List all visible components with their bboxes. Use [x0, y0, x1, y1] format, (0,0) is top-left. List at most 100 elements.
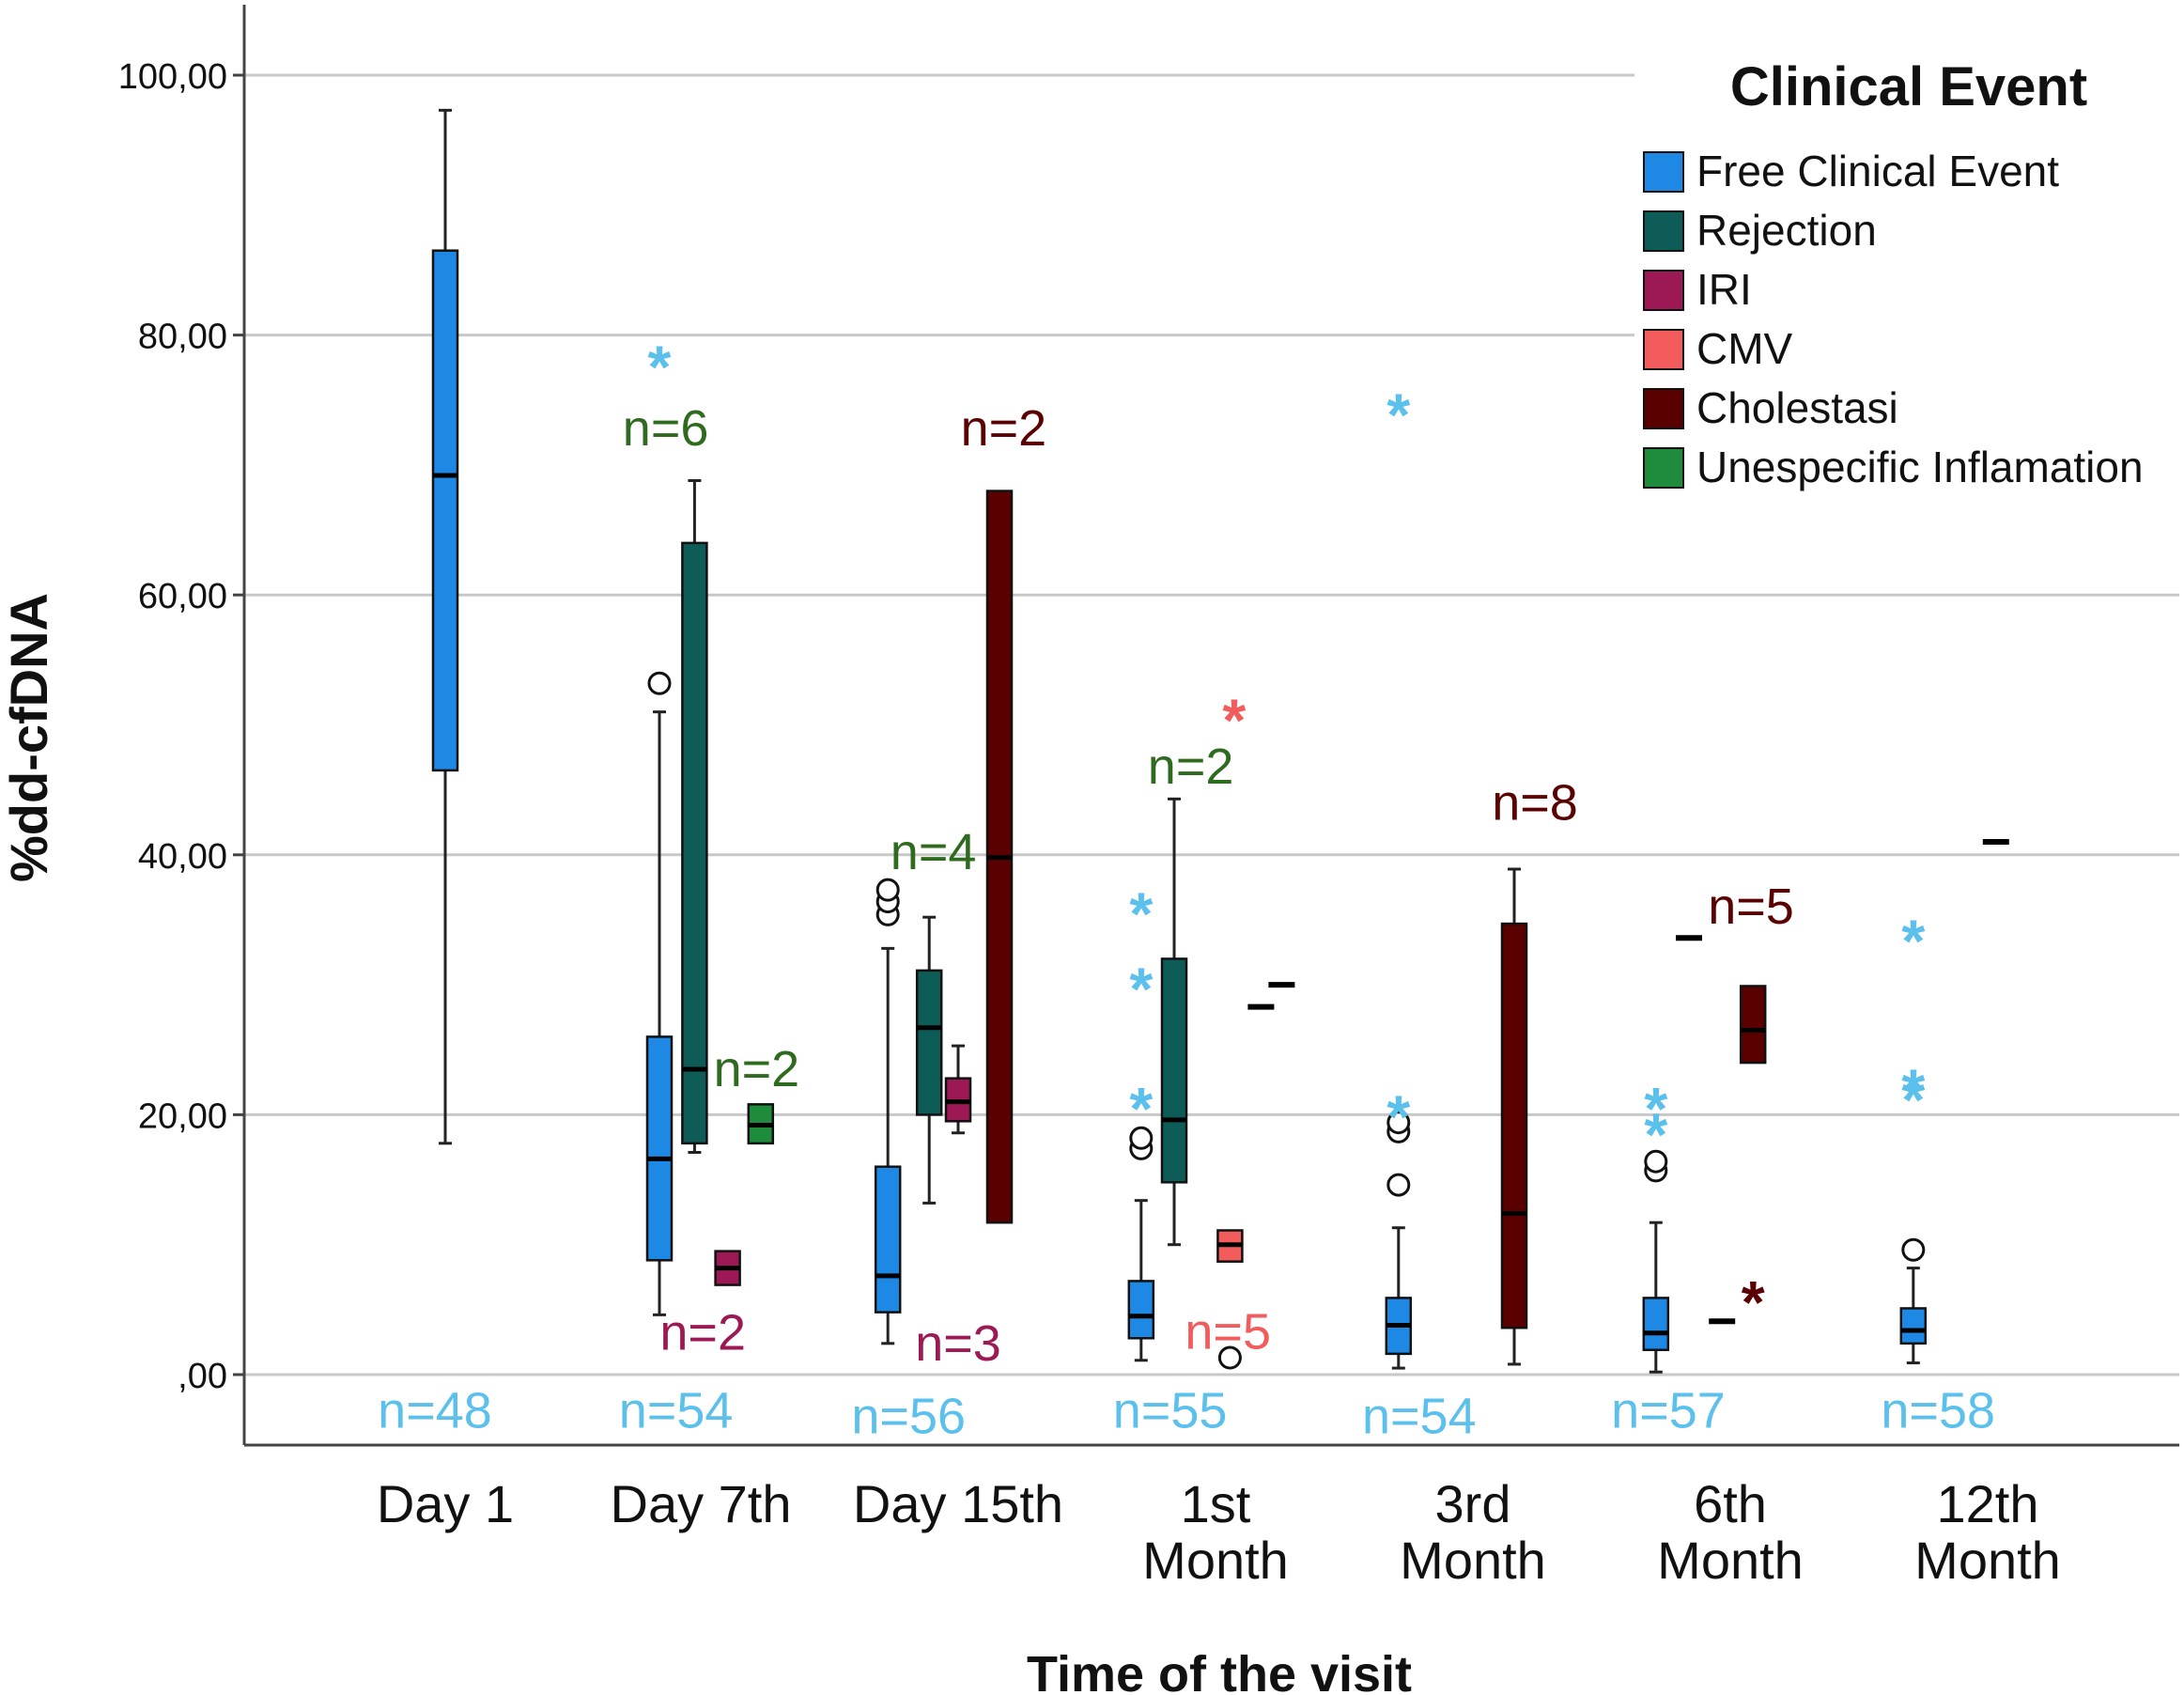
- legend-swatch: [1643, 388, 1684, 429]
- annotation-n-label: n=2: [1148, 739, 1234, 795]
- legend-items: Free Clinical Event Rejection IRI CMV Choles…: [1643, 147, 2144, 491]
- boxes: [431, 108, 2009, 1374]
- axes: [242, 5, 2179, 1447]
- y-tick-label-20: 20,00: [138, 1096, 227, 1136]
- box-cholestasi-cat2: [985, 490, 1014, 1224]
- box-iri-cat2: [944, 1044, 972, 1135]
- y-tick-label-100: 100,00: [118, 57, 227, 97]
- annotation-n-label: n=2: [961, 400, 1047, 457]
- box-body: [1739, 985, 1767, 1065]
- box-free-clinical-event-cat5: [1642, 1221, 1670, 1374]
- x-tick-label-5: 6th Month: [1657, 1474, 1804, 1590]
- legend-label: Rejection: [1696, 206, 1877, 255]
- annotation-n-label: n=6: [623, 400, 709, 457]
- legend-item-rejection: Rejection: [1643, 206, 1877, 255]
- annotation-n-label: n=2: [659, 1305, 746, 1361]
- annotation-n-label: n=55: [1113, 1383, 1228, 1439]
- x-tick-line: Month: [1657, 1531, 1804, 1590]
- x-tick-line: 12th: [1937, 1474, 2039, 1533]
- legend: Clinical Event Free Clinical Event Reject…: [1634, 38, 2181, 498]
- annotation-n-label: n=2: [714, 1041, 800, 1097]
- outlier-star: *: [1129, 1075, 1153, 1143]
- box-free-clinical-event-cat2: [874, 946, 902, 1345]
- legend-background: [1634, 38, 2181, 498]
- outlier-circle: [1901, 1237, 1926, 1262]
- x-tick-line: 3rd: [1435, 1474, 1511, 1533]
- outlier-star: *: [1644, 1075, 1667, 1143]
- legend-item-iri: IRI: [1643, 265, 1752, 314]
- outlier-star: *: [1901, 1057, 1925, 1125]
- annotation-n-label: n=8: [1492, 774, 1578, 831]
- x-tick-line: Day 15th: [853, 1474, 1063, 1533]
- y-axis-title: %dd-cfDNA: [0, 593, 58, 882]
- annotation-n-label: n=56: [851, 1388, 966, 1444]
- x-tick-label-4: 3rd Month: [1400, 1474, 1546, 1590]
- outliers: *************: [647, 333, 1926, 1370]
- outlier-star: *: [1129, 956, 1153, 1023]
- outlier-circle: [1129, 1126, 1154, 1150]
- box-body: [1500, 922, 1528, 1330]
- legend-item-cmv: CMV: [1643, 324, 1793, 373]
- annotation-n-label: n=5: [1185, 1303, 1271, 1360]
- box-body: [1127, 1280, 1155, 1340]
- gridlines: [244, 73, 2179, 1376]
- legend-swatch: [1643, 447, 1684, 489]
- outlier-circle: [1386, 1173, 1411, 1197]
- x-tick-label-6: 12th Month: [1914, 1474, 2061, 1590]
- x-tick-label-2: Day 15th: [853, 1474, 1063, 1533]
- outlier-star: *: [1386, 381, 1410, 448]
- box-body: [1160, 957, 1188, 1184]
- outlier-star: *: [1901, 908, 1925, 975]
- annotation-n-label: n=54: [619, 1383, 734, 1439]
- box-cholestasi-cat5: [1739, 985, 1767, 1065]
- box-body: [874, 1165, 902, 1314]
- legend-title: Clinical Event: [1730, 56, 2087, 117]
- box-body: [915, 969, 943, 1116]
- outlier-star: *: [1129, 880, 1153, 948]
- y-tick-label-60: 60,00: [138, 577, 227, 616]
- box-free-clinical-event-cat4: [1385, 1226, 1413, 1370]
- x-tick-line: 1st: [1181, 1474, 1251, 1533]
- x-tick-label-0: Day 1: [377, 1474, 514, 1533]
- box-free-clinical-event-cat1: [645, 710, 674, 1316]
- x-tick-line: 6th: [1694, 1474, 1767, 1533]
- x-tick-line: Day 7th: [611, 1474, 792, 1533]
- x-tick-line: Month: [1400, 1531, 1546, 1590]
- annotation-n-label: n=3: [915, 1315, 1001, 1372]
- box-body: [1642, 1297, 1670, 1351]
- x-tick-line: Month: [1914, 1531, 2061, 1590]
- annotation-n-label: n=54: [1362, 1388, 1477, 1444]
- outlier-star: *: [1742, 1268, 1765, 1336]
- box-iri-cat1: [714, 1250, 741, 1286]
- y-tick-label-0: ,00: [178, 1357, 227, 1396]
- outlier-star: *: [648, 333, 672, 400]
- box-unespecific-inflamation-cat1: [747, 1103, 775, 1145]
- y-tick-label-40: 40,00: [138, 837, 227, 877]
- box-body: [1899, 1307, 1928, 1345]
- x-tick-label-3: 1st Month: [1142, 1474, 1289, 1590]
- annotation-n-label: n=58: [1881, 1383, 1995, 1439]
- box-free-clinical-event-cat0: [431, 108, 459, 1145]
- legend-swatch: [1643, 270, 1684, 311]
- legend-label: CMV: [1696, 324, 1793, 373]
- legend-swatch: [1643, 151, 1684, 193]
- annotation-n-label: n=4: [891, 824, 977, 880]
- box-rejection-cat3: [1160, 797, 1188, 1247]
- box-cholestasi-cat4: [1500, 867, 1528, 1366]
- outlier-circle: [875, 878, 900, 902]
- annotations: n=48 n=54 n=56 n=55 n=54 n=57 n=58 n=6 n=2 n=2 n=4…: [378, 400, 1995, 1444]
- box-free-clinical-event-cat3: [1127, 1199, 1155, 1362]
- box-cmv-cat3: [1216, 1229, 1244, 1263]
- legend-swatch: [1643, 210, 1684, 252]
- box-rejection-cat1: [681, 478, 708, 1155]
- outlier-star: *: [1222, 686, 1246, 754]
- legend-item-cholestasi: Cholestasi: [1643, 383, 1898, 432]
- outlier-circle: [1386, 1111, 1411, 1135]
- legend-label: Free Clinical Event: [1696, 147, 2059, 195]
- y-tick-label-80: 80,00: [138, 318, 227, 357]
- legend-swatch: [1643, 329, 1684, 370]
- y-tick-labels: ,00 20,00 40,00 60,00 80,00 100,00: [118, 57, 244, 1396]
- outlier-circle: [1217, 1345, 1242, 1370]
